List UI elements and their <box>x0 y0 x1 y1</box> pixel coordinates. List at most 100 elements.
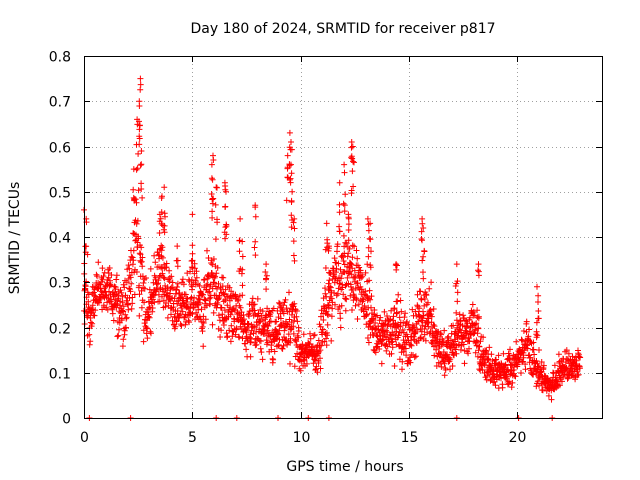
data-point <box>555 351 562 358</box>
data-point <box>323 220 330 227</box>
data-point <box>250 301 257 308</box>
data-point <box>465 350 472 357</box>
data-point <box>208 191 215 197</box>
data-point <box>127 274 134 281</box>
data-point <box>212 201 219 208</box>
data-point <box>467 314 473 321</box>
data-point <box>341 161 348 168</box>
data-point <box>169 285 176 292</box>
data-point <box>136 312 143 319</box>
data-point <box>131 197 138 204</box>
data-point <box>227 311 234 318</box>
data-point <box>398 308 405 315</box>
data-point <box>527 354 534 361</box>
data-point <box>239 282 246 289</box>
data-point <box>297 353 304 360</box>
data-point <box>284 341 291 348</box>
data-point <box>492 382 499 389</box>
data-point <box>350 158 356 165</box>
data-point <box>168 311 174 318</box>
data-point <box>328 337 335 344</box>
data-point <box>286 129 293 136</box>
data-point <box>300 331 307 338</box>
data-point <box>421 248 428 255</box>
x-tick-label: 15 <box>401 430 419 446</box>
data-point <box>136 133 143 140</box>
data-point <box>174 243 181 250</box>
data-point <box>152 259 159 266</box>
data-point <box>338 302 345 309</box>
data-point <box>464 322 471 329</box>
data-point <box>551 362 558 369</box>
data-point <box>228 322 235 329</box>
data-point <box>503 373 510 380</box>
data-point <box>125 262 132 269</box>
data-point <box>548 396 555 403</box>
x-tick-label: 10 <box>293 430 311 446</box>
data-point <box>530 371 537 378</box>
data-point <box>284 165 291 172</box>
data-point <box>535 315 542 322</box>
data-point <box>265 323 272 329</box>
data-point <box>364 261 371 268</box>
data-point <box>535 308 542 314</box>
data-point <box>93 271 100 278</box>
data-point <box>222 224 229 231</box>
data-point <box>438 331 445 338</box>
data-point <box>348 271 355 278</box>
data-point <box>368 293 375 300</box>
data-point <box>388 350 395 357</box>
data-point <box>470 322 477 329</box>
data-point <box>349 307 355 313</box>
data-point <box>190 304 197 311</box>
data-point <box>368 304 374 311</box>
data-point <box>352 273 359 280</box>
data-point <box>113 272 120 279</box>
data-point <box>156 263 162 270</box>
data-point <box>390 313 397 320</box>
data-point <box>499 384 506 391</box>
data-point <box>303 344 310 351</box>
data-point <box>161 222 168 229</box>
data-point <box>289 188 296 195</box>
data-point <box>209 195 216 202</box>
data-point <box>523 318 530 325</box>
data-point <box>461 360 468 367</box>
data-point <box>349 168 356 175</box>
data-point <box>430 306 437 312</box>
data-point <box>360 296 367 303</box>
data-point <box>120 303 127 310</box>
data-point <box>365 227 372 234</box>
data-point <box>362 288 369 295</box>
data-point <box>123 314 130 321</box>
data-point <box>280 302 287 309</box>
data-point <box>340 258 347 264</box>
data-point <box>415 318 422 325</box>
data-point <box>156 298 163 305</box>
data-point <box>328 295 335 302</box>
data-point <box>107 281 114 288</box>
data-point <box>123 324 129 331</box>
data-point <box>97 281 104 288</box>
data-point <box>227 304 234 311</box>
data-point <box>470 330 477 337</box>
data-point <box>334 290 341 297</box>
data-point <box>223 223 230 229</box>
data-point <box>430 321 437 328</box>
data-point <box>325 312 332 319</box>
data-point <box>378 360 385 367</box>
data-point <box>263 286 270 293</box>
data-point <box>138 161 145 168</box>
data-point <box>153 287 160 294</box>
data-point <box>230 306 237 313</box>
data-point <box>287 360 293 367</box>
data-point <box>357 267 364 274</box>
data-point <box>342 307 349 314</box>
data-point <box>535 292 542 299</box>
data-point <box>92 307 99 314</box>
y-tick-label: 0.4 <box>49 231 71 247</box>
data-point <box>205 255 212 261</box>
data-point <box>376 346 383 352</box>
data-point <box>264 327 271 334</box>
data-point <box>354 255 361 262</box>
